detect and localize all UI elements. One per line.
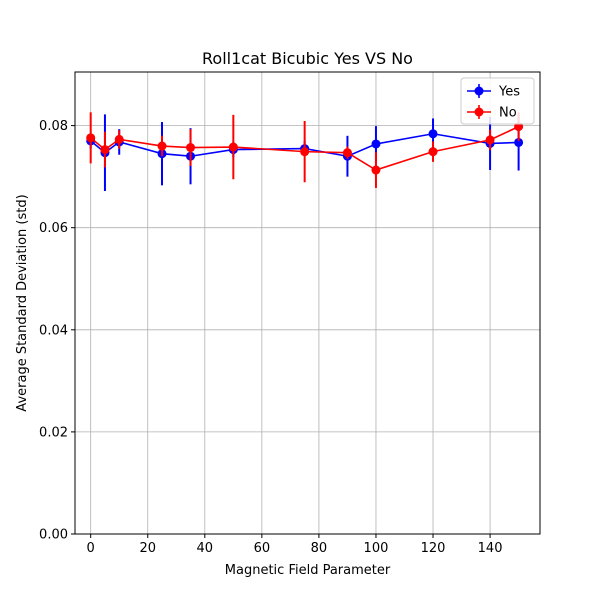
- data-point-yes: [428, 129, 438, 139]
- data-point-no: [157, 141, 167, 151]
- y-tick-label: 0.04: [39, 323, 68, 338]
- x-tick-label: 140: [478, 541, 503, 556]
- legend-item-yes: Yes: [467, 84, 520, 100]
- data-point-no: [300, 147, 310, 157]
- y-tick-label: 0.02: [39, 425, 68, 440]
- data-point-no: [100, 145, 110, 155]
- x-tick-label: 120: [421, 541, 446, 556]
- x-tick-label: 0: [87, 541, 95, 556]
- data-point-no: [342, 148, 352, 158]
- legend-label-no: No: [499, 106, 517, 121]
- plot-frame: [74, 71, 541, 535]
- y-tick-label: 0.00: [39, 528, 68, 543]
- x-axis-label: Magnetic Field Parameter: [225, 563, 391, 578]
- data-point-yes: [371, 139, 381, 149]
- x-tick-label: 80: [311, 541, 328, 556]
- x-tick-label: 40: [197, 541, 214, 556]
- legend-label-yes: Yes: [498, 85, 520, 100]
- data-point-no: [428, 147, 438, 157]
- legend: Yes No: [460, 77, 535, 125]
- chart-title: Roll1cat Bicubic Yes VS No: [202, 49, 413, 68]
- legend-item-no: No: [467, 105, 517, 121]
- x-tick-label: 20: [139, 541, 156, 556]
- data-point-no: [86, 133, 96, 143]
- data-point-no: [485, 135, 495, 145]
- data-point-no: [114, 134, 124, 144]
- series-no: [86, 112, 524, 188]
- x-tick-label: 60: [254, 541, 271, 556]
- y-tick-label: 0.06: [39, 221, 68, 236]
- data-point-yes: [514, 137, 524, 147]
- series-group: [86, 112, 524, 191]
- axes: 0 20 40 60 80 100 120 140 0.00 0.02 0.04 0.06 0.08: [39, 71, 541, 556]
- y-axis-label: Average Standard Deviation (std): [15, 194, 30, 411]
- legend-marker-no: [474, 107, 484, 117]
- data-point-no: [371, 165, 381, 175]
- legend-box: [460, 77, 535, 125]
- data-point-no: [186, 143, 196, 153]
- legend-marker-yes: [474, 86, 484, 96]
- y-tick-label: 0.08: [39, 119, 68, 134]
- data-point-no: [228, 142, 238, 152]
- x-tick-label: 100: [364, 541, 389, 556]
